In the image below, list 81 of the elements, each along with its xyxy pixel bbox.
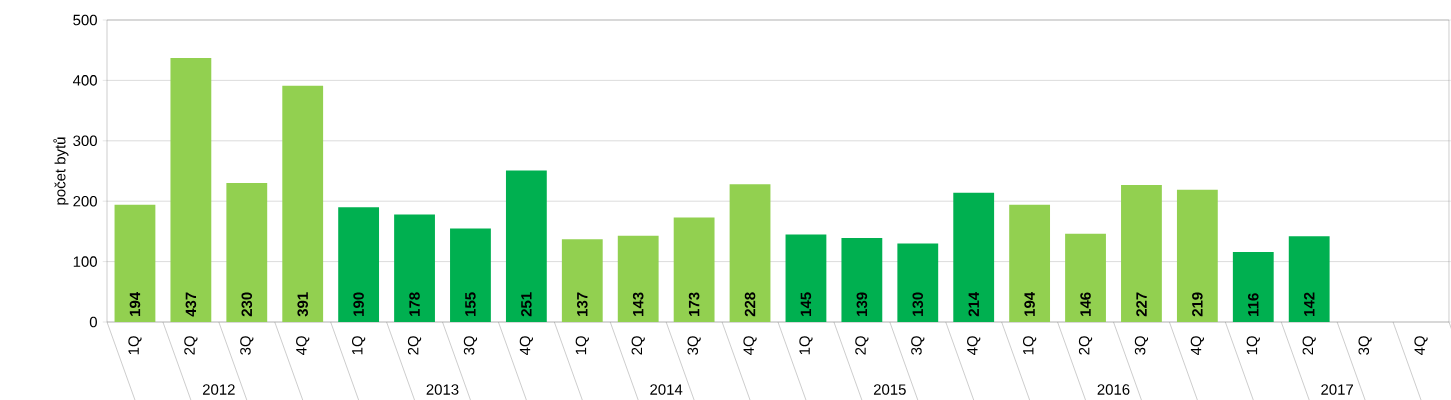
x-tick-label: 3Q [687, 336, 701, 355]
text: 2012 [202, 384, 235, 395]
data-label: 142 [1303, 292, 1315, 316]
data-label: 194 [1024, 291, 1035, 316]
data-label: 227 [1136, 292, 1147, 317]
bar [673, 217, 715, 322]
bar [841, 238, 883, 322]
text: 2016 [1097, 384, 1130, 395]
bar [1121, 184, 1162, 322]
x-tick-label: 2Q [631, 336, 645, 355]
bar [785, 234, 827, 322]
data-label: 146 [1080, 292, 1091, 316]
x-tick-label: 4Q [296, 336, 310, 356]
x-tick-label: 1Q [1246, 336, 1260, 355]
bar [1176, 189, 1218, 322]
x-tick-label: 4Q [743, 336, 757, 356]
x-tick-label: 3Q [463, 336, 478, 355]
data-label: 116 [1247, 293, 1259, 316]
y-tick-label: 0 [89, 316, 97, 328]
data-label: 145 [800, 292, 812, 316]
bar [505, 170, 547, 322]
bar [617, 235, 659, 322]
data-label: 228 [744, 292, 756, 317]
data-label: 130 [912, 292, 924, 316]
y-tick-label: 500 [73, 14, 97, 26]
x-tick-label: 3Q [911, 336, 925, 355]
data-label: 137 [576, 292, 588, 316]
data-label: 230 [241, 292, 253, 317]
bar [561, 239, 603, 322]
x-tick-label: 1Q [575, 336, 589, 355]
bar [226, 183, 268, 322]
data-label: 178 [409, 292, 420, 316]
bar [170, 58, 212, 322]
y-tick-label: 100 [73, 256, 97, 267]
text: 2015 [873, 384, 906, 395]
y-tick-label: 400 [72, 75, 97, 86]
x-tick-label: 4Q [519, 336, 533, 356]
bar [114, 204, 156, 322]
bar [1232, 251, 1274, 322]
bar [338, 207, 380, 322]
bar [953, 192, 995, 322]
x-tick-label: 2Q [184, 336, 198, 355]
y-tick-label: 200 [73, 195, 97, 207]
y-tick-label: 300 [73, 135, 97, 147]
y-axis-title: počet bytů [53, 137, 69, 205]
data-label: 251 [521, 292, 532, 317]
bar [729, 184, 771, 322]
x-tick-label: 3Q [240, 336, 254, 355]
x-tick-label: 2Q [407, 336, 422, 355]
data-label: 155 [465, 292, 476, 316]
bar [394, 214, 435, 322]
bar [450, 228, 491, 322]
x-tick-label: 3Q [1358, 336, 1372, 355]
data-label: 139 [856, 292, 868, 316]
bar [897, 243, 939, 322]
x-tick-label: 4Q [1190, 336, 1204, 356]
x-tick-label: 4Q [1414, 336, 1428, 356]
x-tick-label: 3Q [1134, 336, 1149, 355]
x-tick-label: 1Q [351, 336, 366, 355]
text: 2014 [650, 384, 683, 395]
bar [1065, 233, 1106, 322]
x-tick-label: 1Q [128, 336, 142, 355]
x-tick-label: 2Q [1078, 336, 1093, 355]
x-tick-label: 4Q [967, 336, 981, 356]
text: 2017 [1321, 384, 1354, 395]
x-tick-label: 1Q [799, 336, 813, 355]
x-tick-label: 2Q [855, 336, 869, 355]
bar [1288, 236, 1330, 322]
data-label: 143 [632, 292, 644, 316]
x-tick-label: 2Q [1302, 336, 1316, 355]
text: 2013 [426, 384, 459, 395]
bar [282, 85, 324, 322]
data-label: 214 [968, 291, 979, 317]
data-label: 194 [129, 291, 141, 316]
data-label: 219 [1192, 292, 1203, 317]
data-label: 190 [353, 292, 364, 316]
bar [1009, 204, 1051, 322]
data-label: 391 [297, 292, 309, 317]
data-label: 437 [185, 292, 197, 317]
data-label: 173 [688, 292, 700, 316]
x-tick-label: 1Q [1022, 336, 1037, 355]
